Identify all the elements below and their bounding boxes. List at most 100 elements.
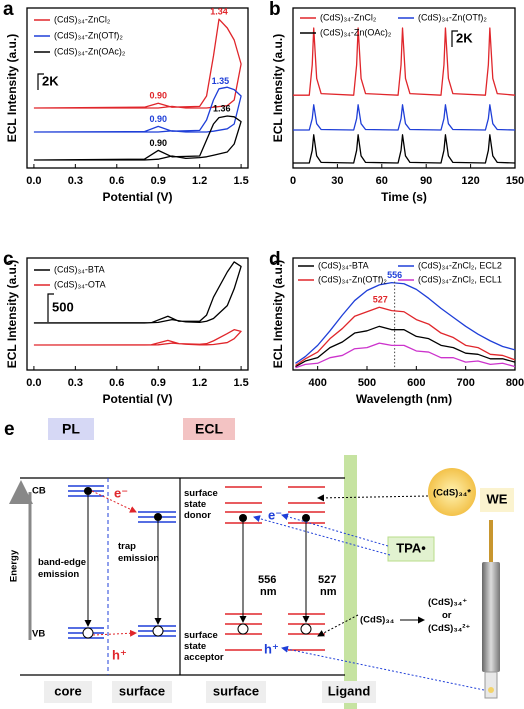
label-box: [322, 681, 376, 703]
hole: [82, 627, 94, 639]
x-tick-label: 0.3: [68, 377, 83, 389]
panel-label: b: [269, 0, 281, 20]
transfer-arrow: [253, 515, 391, 556]
electron-label: e⁻: [268, 507, 282, 522]
x-tick-label: 150: [506, 175, 524, 187]
x-tick-label: 0.6: [109, 175, 124, 187]
plot-frame: [292, 257, 516, 371]
hole: [152, 625, 164, 637]
x-tick-label: 0: [290, 175, 296, 187]
legend-label: (CdS)₃₄-OTA: [54, 279, 106, 289]
cb-label: CB: [32, 486, 46, 497]
y-axis-label: ECL Intensity (a.u.): [5, 260, 19, 368]
diagram: e PL ECL Energy CB VB e⁻ h⁺ band-edge emi…: [4, 418, 514, 709]
y-axis-label: ECL Intensity (a.u.): [5, 34, 19, 142]
data-line: [295, 342, 516, 369]
electrode-wire: [489, 520, 493, 565]
x-tick-label: 30: [331, 175, 343, 187]
data-line: [33, 115, 242, 161]
x-tick-label: 1.5: [233, 175, 248, 187]
plot-frame: [26, 7, 249, 169]
electron: [239, 514, 247, 522]
emission-text: band-edge emission: [38, 557, 86, 580]
peak-label: 0.90: [149, 138, 167, 148]
scale-bar-label: 2K: [42, 73, 59, 88]
x-tick-label: 0.0: [26, 175, 41, 187]
scale-bar-label: 500: [52, 299, 74, 314]
label-box: [112, 681, 172, 703]
transfer-arrow: [92, 629, 137, 637]
data-line: [33, 329, 242, 346]
x-axis-label: Potential (V): [102, 190, 172, 204]
electrode-tip: [484, 671, 498, 699]
hole: [237, 623, 249, 635]
data-line: [33, 261, 242, 324]
energy-label: Energy: [9, 549, 20, 582]
legend-label: (CdS)₃₄-ZnCl₂, ECL1: [418, 274, 502, 284]
y-axis-label: ECL Intensity (a.u.): [271, 34, 285, 142]
scale-bar-label: 2K: [456, 30, 473, 45]
panel-label: c: [3, 249, 14, 270]
x-tick-label: 0.9: [151, 377, 166, 389]
electron: [154, 513, 162, 521]
electrode-disk: [488, 687, 494, 693]
panel-label: d: [269, 249, 281, 270]
legend-label: (CdS)₃₄-Zn(OTf)₂: [418, 12, 487, 22]
panel-label: e: [4, 419, 15, 440]
x-axis-label: Wavelength (nm): [356, 392, 452, 406]
data-line: [295, 325, 516, 368]
x-axis-label: Potential (V): [102, 392, 172, 406]
legend-label: (CdS)₃₄-ZnCl₂, ECL2: [418, 260, 502, 270]
acceptor-text: surface state acceptor: [184, 630, 224, 663]
ecl-box: [183, 418, 235, 440]
region-label: Ligand: [328, 683, 371, 698]
cds-label: (CdS)₃₄: [360, 615, 395, 626]
x-tick-label: 0.9: [151, 175, 166, 187]
ecl-label: ECL: [195, 421, 223, 437]
scale-bar: [37, 73, 44, 90]
x-tick-label: 90: [420, 175, 432, 187]
hole-label: h⁺: [112, 647, 127, 662]
we-box: [480, 488, 514, 512]
data-line: [33, 86, 242, 133]
electron-label: e⁻: [114, 485, 128, 500]
plot-frame: [292, 7, 516, 169]
x-tick-label: 60: [376, 175, 388, 187]
legend-label: (CdS)₃₄-Zn(OAc)₂: [320, 27, 392, 37]
peak-label: 1.36: [213, 103, 231, 113]
x-tick-label: 700: [456, 377, 474, 389]
region-label: core: [54, 683, 81, 698]
scale-bar: [451, 30, 458, 47]
we-label: WE: [487, 491, 508, 506]
pl-label: PL: [62, 421, 80, 437]
x-tick-label: 0.6: [109, 377, 124, 389]
label-box: [206, 681, 266, 703]
transfer-arrow: [91, 490, 137, 513]
x-tick-label: 120: [461, 175, 479, 187]
legend-label: (CdS)₃₄-ZnCl₂: [54, 14, 111, 24]
region-label: surface: [119, 683, 165, 698]
x-tick-label: 0.0: [26, 377, 41, 389]
excited-label: (CdS)₃₄*: [433, 488, 471, 499]
legend-label: (CdS)₃₄-Zn(OAc)₂: [54, 46, 126, 56]
transfer-arrow: [317, 494, 429, 502]
x-tick-label: 1.2: [192, 377, 207, 389]
wavelength-text: 527 nm: [318, 574, 337, 598]
data-line: [33, 18, 242, 109]
x-axis-label: Time (s): [381, 190, 427, 204]
wavelength-text: 556 nm: [258, 574, 277, 598]
legend-label: (CdS)₃₄-Zn(OTf)₂: [54, 30, 123, 40]
transfer-arrow: [317, 614, 359, 637]
x-tick-label: 600: [407, 377, 425, 389]
ligand-band: [344, 455, 357, 709]
tpa-box: [387, 536, 435, 562]
oxidized-label: (CdS)₃₄⁺ or (CdS)₃₄²⁺: [428, 597, 470, 634]
y-axis-label: ECL Intensity (a.u.): [271, 260, 285, 368]
transfer-arrow: [281, 513, 389, 547]
label-box: [44, 681, 92, 703]
transfer-arrow: [281, 645, 485, 691]
legend-label: (CdS)₃₄-BTA: [54, 264, 105, 274]
data-line: [293, 27, 516, 96]
peak-label: 556: [387, 270, 402, 280]
